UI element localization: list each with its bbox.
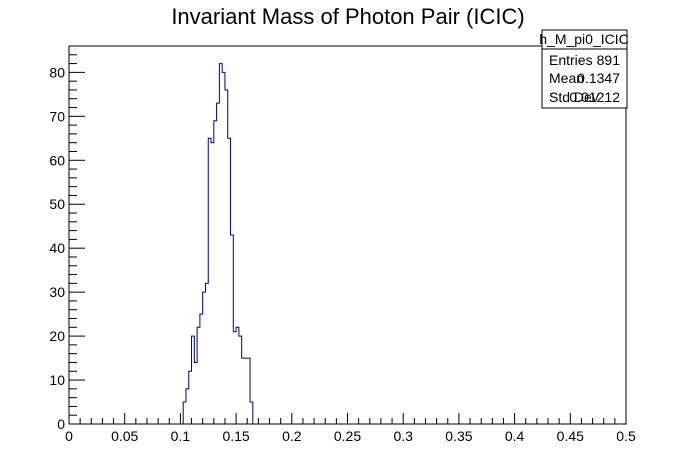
stats-box-title: h_M_pi0_ICIC: [539, 31, 629, 47]
stats-box: h_M_pi0_ICIC Entries 891 Mean 0.1347 Std…: [539, 29, 629, 109]
y-tick-label: 10: [49, 372, 65, 388]
stats-mean-value: 0.1347: [577, 70, 620, 86]
y-tick-label: 40: [49, 240, 65, 256]
x-tick-label: 0: [65, 428, 73, 444]
histogram-bin: [244, 358, 247, 424]
histogram-bin: [214, 121, 217, 424]
histogram-bin: [225, 90, 228, 424]
histogram-bin: [219, 64, 222, 424]
histogram-bin: [233, 332, 236, 424]
stats-box-frame: [541, 29, 628, 109]
x-tick-label: 0.5: [616, 428, 636, 444]
histogram-bin: [217, 103, 220, 424]
y-axis: 0 10 20 30 40 50 60 70 80: [49, 45, 85, 432]
y-tick-label: 0: [57, 416, 65, 432]
x-tick-label: 0.3: [393, 428, 413, 444]
stats-entries-value: 891: [597, 52, 621, 68]
histogram-series-line: [182, 63, 254, 424]
x-tick-label: 0.25: [334, 428, 361, 444]
stats-stddev-label: Std Dev: [549, 89, 599, 105]
x-tick-label: 0.1: [171, 428, 191, 444]
histogram-bin: [242, 358, 245, 424]
x-tick-label: 0.4: [505, 428, 525, 444]
x-tick-label: 0.35: [445, 428, 472, 444]
histogram-bin: [236, 327, 239, 424]
histogram-bin: [200, 314, 203, 424]
histogram-bin: [194, 362, 197, 424]
histogram-bin: [205, 283, 208, 424]
y-tick-label: 60: [49, 152, 65, 168]
chart-title: Invariant Mass of Photon Pair (ICIC): [171, 4, 524, 29]
y-tick-label: 80: [49, 64, 65, 80]
x-tick-label: 0.05: [111, 428, 138, 444]
y-tick-label: 70: [49, 108, 65, 124]
histogram-bin: [222, 72, 225, 424]
y-tick-label: 30: [49, 284, 65, 300]
y-tick-label: 50: [49, 196, 65, 212]
x-tick-label: 0.45: [557, 428, 584, 444]
histogram-bins: [183, 64, 253, 424]
stats-entries-label: Entries: [549, 52, 593, 68]
stats-mean-label: Mean: [549, 70, 584, 86]
histogram-bin: [211, 143, 214, 424]
stats-stddev-value: 0.01212: [569, 89, 620, 105]
y-tick-label: 20: [49, 328, 65, 344]
x-tick-label: 0.2: [282, 428, 302, 444]
x-axis: 0 0.05 0.1 0.15 0.2 0.25 0.3 0.35 0.4 0.45 0.5: [65, 413, 636, 444]
x-tick-label: 0.15: [222, 428, 249, 444]
